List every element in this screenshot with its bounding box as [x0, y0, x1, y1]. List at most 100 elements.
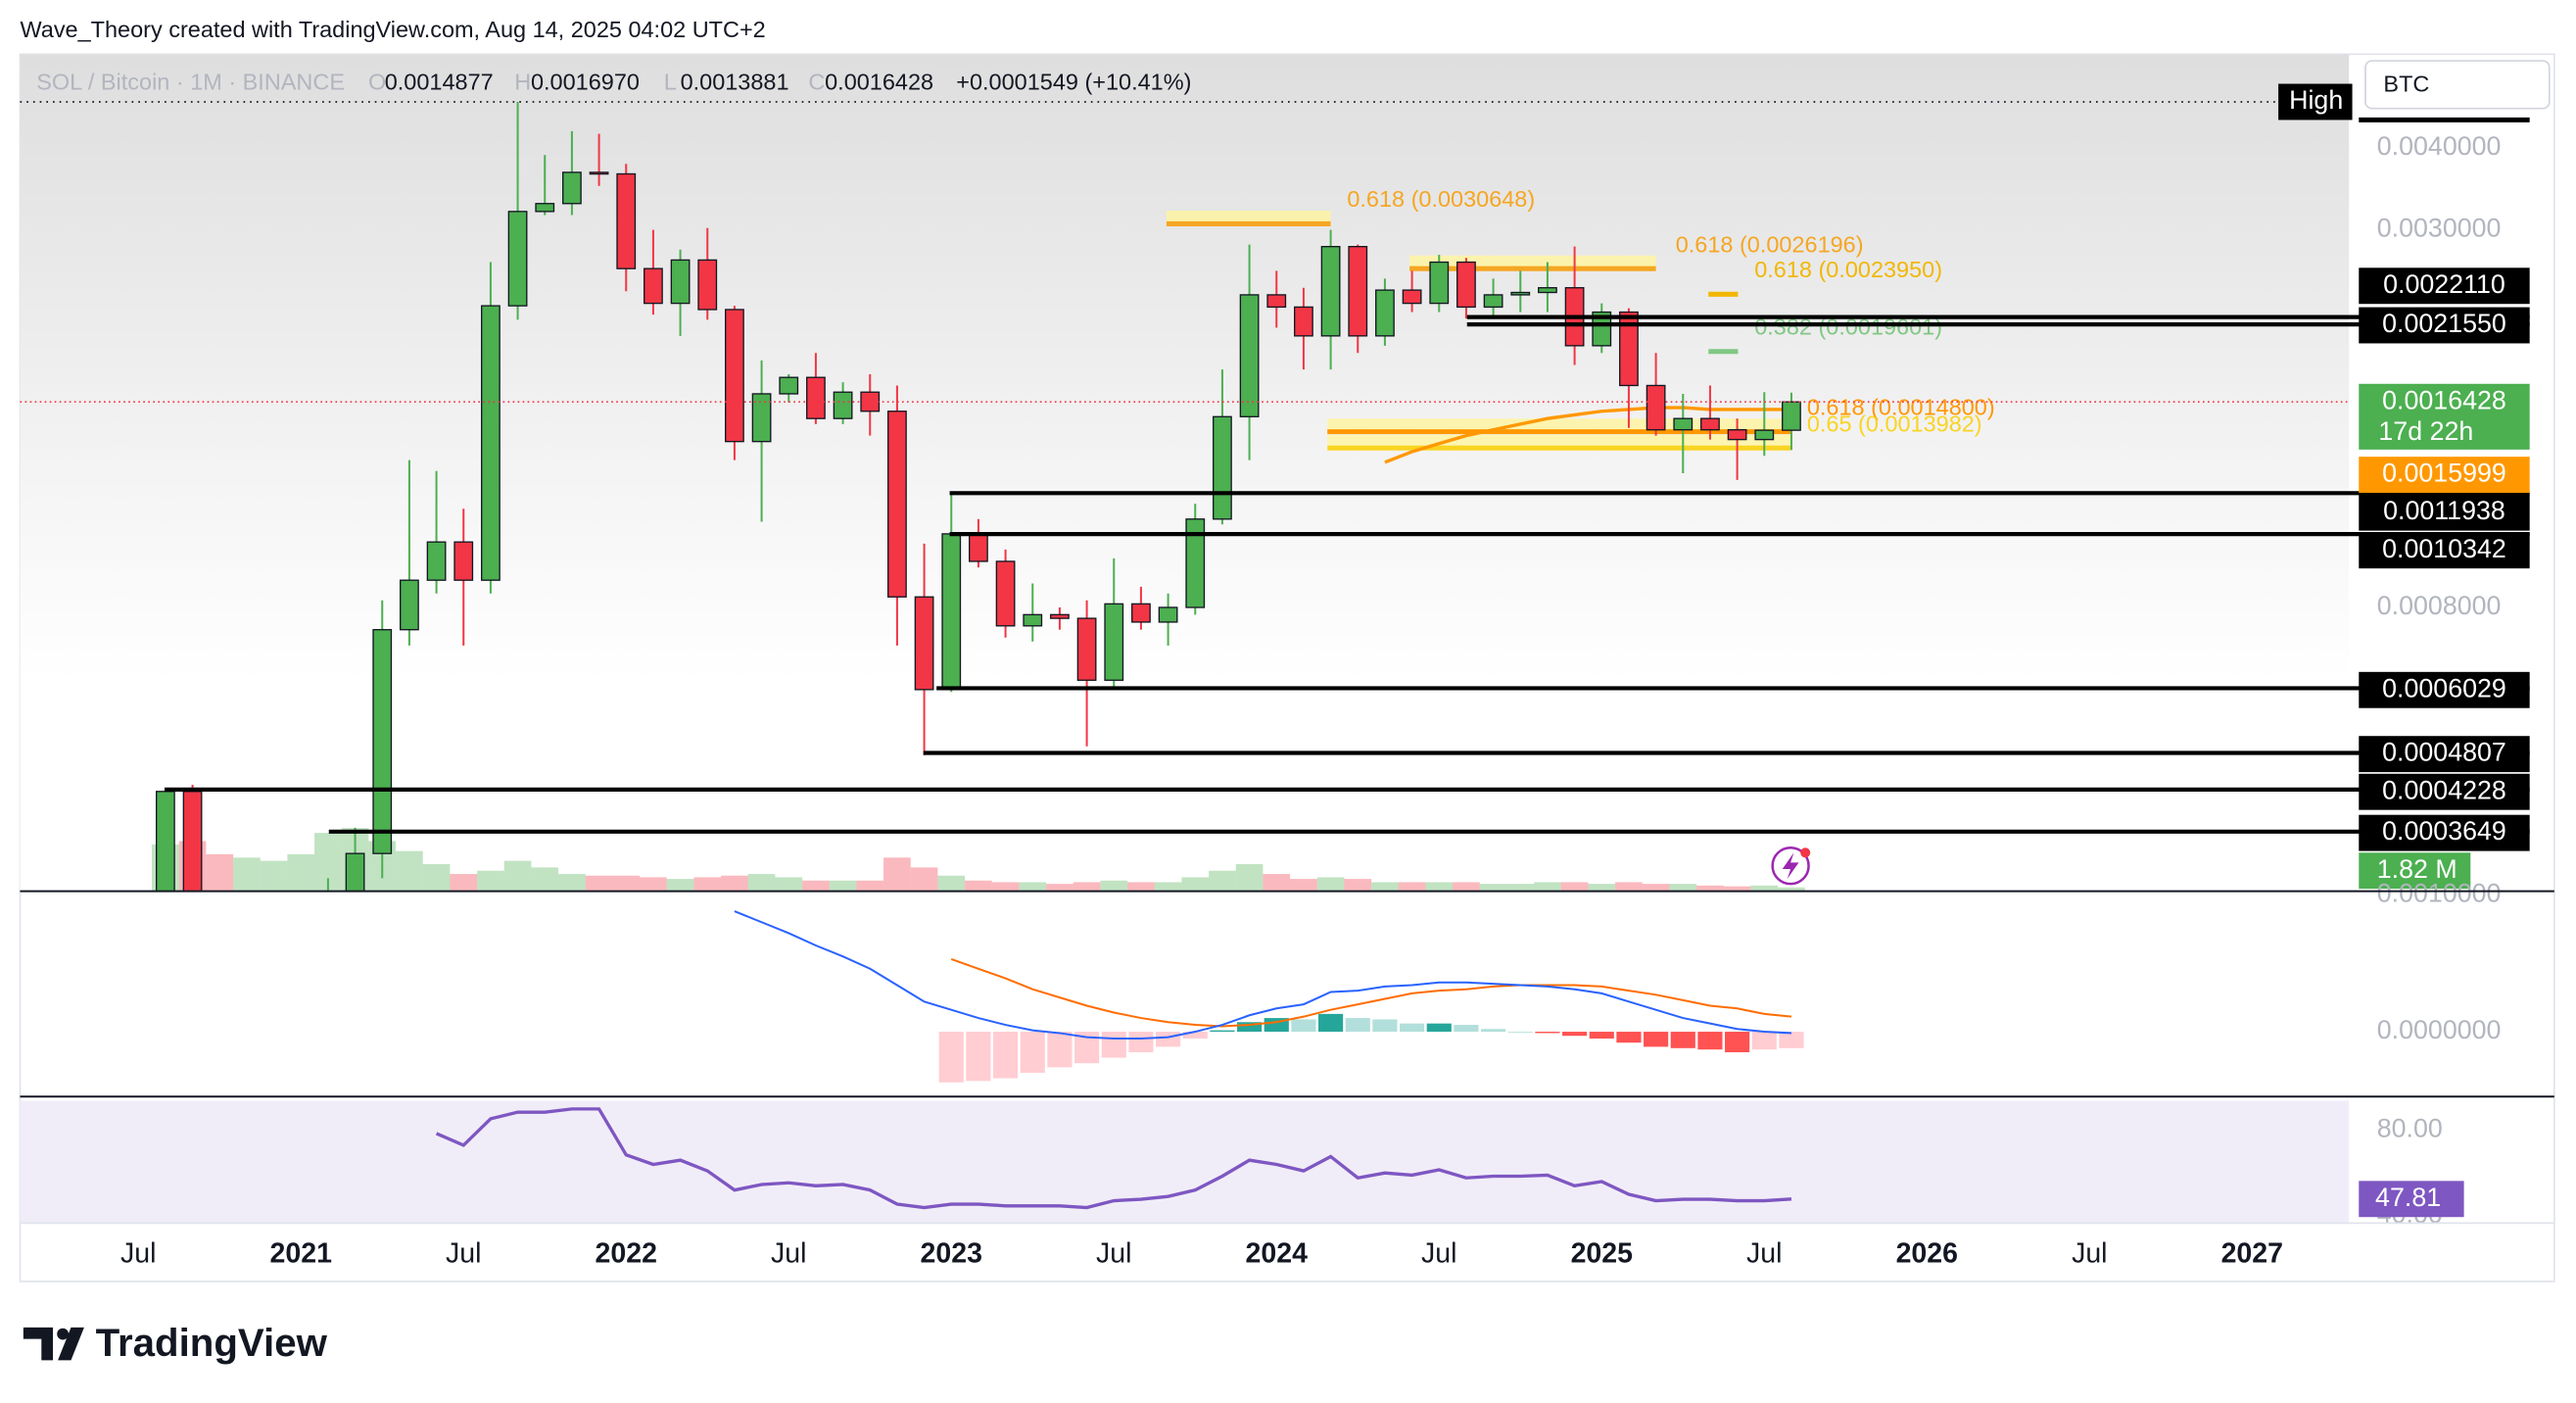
- candle-body: [1131, 603, 1151, 623]
- macd-histogram-bar: [1128, 1032, 1154, 1052]
- legend-key: H: [514, 70, 531, 95]
- logo-mark: [57, 1328, 69, 1340]
- candle-body: [806, 376, 826, 419]
- brand-logo: [23, 1327, 84, 1361]
- volume-bar: [1073, 882, 1101, 891]
- candle-body: [345, 852, 365, 891]
- candle-body: [644, 267, 663, 305]
- legend-key: C: [808, 70, 825, 95]
- macd-histogram-bar: [1779, 1032, 1804, 1048]
- volume-bar: [856, 880, 884, 891]
- candle-body: [507, 211, 528, 307]
- volume-bar: [450, 874, 478, 891]
- fib-label: 0.618 (0.0023950): [1754, 257, 1942, 282]
- y-tick-label: 0.0008000: [2377, 591, 2502, 620]
- volume-bar: [260, 860, 288, 891]
- volume-bar: [1019, 882, 1047, 891]
- volume-bar: [1534, 882, 1561, 891]
- candle-body: [1185, 518, 1206, 608]
- macd-histogram-bar: [1047, 1032, 1073, 1068]
- candle-body: [1348, 246, 1368, 337]
- symbol-search[interactable]: [2364, 60, 2551, 110]
- macd-histogram-bar: [1318, 1013, 1344, 1033]
- macd-histogram-bar: [938, 1032, 964, 1083]
- candle-body: [453, 541, 474, 581]
- candle-body: [1456, 261, 1476, 309]
- volume-bar: [1506, 884, 1535, 891]
- x-tick-label: 2023: [921, 1238, 982, 1270]
- candle-body: [1239, 294, 1260, 417]
- candle-body: [725, 309, 744, 443]
- x-tick-label: 2025: [1571, 1238, 1634, 1270]
- volume-bar: [693, 877, 722, 891]
- level-label: 0.0003649: [2382, 816, 2506, 846]
- legend-value: 0.0014877: [385, 70, 494, 95]
- header-title: Wave_Theory created with TradingView.com…: [20, 17, 765, 42]
- rsi-band: [20, 1100, 2350, 1223]
- fib-label: 0.65 (0.0013982): [1807, 411, 1982, 436]
- volume-bar: [747, 874, 776, 891]
- candle-body: [589, 171, 609, 175]
- plot-layer: 0.0040000 0.0030000 0.0008000 Jul 2021 Jul 202…: [20, 83, 2530, 1270]
- volume-bar: [1154, 882, 1182, 891]
- fib-band: [1166, 211, 1331, 224]
- legend-value: 0.0013881: [681, 70, 789, 95]
- macd-histogram-bar: [1210, 1030, 1235, 1033]
- macd-histogram-bar: [1616, 1032, 1642, 1043]
- candle-body: [751, 393, 772, 443]
- x-tick-label: 2026: [1896, 1238, 1958, 1270]
- volume-bar: [721, 875, 748, 891]
- symbol-search-text[interactable]: BTC: [2383, 71, 2429, 96]
- volume-bar: [1209, 870, 1236, 891]
- fib-label: 0.618 (0.0030648): [1347, 186, 1535, 212]
- macd-histogram-bar: [1291, 1019, 1316, 1033]
- volume-bar: [829, 880, 857, 891]
- volume-bar: [937, 875, 966, 891]
- moving-average: [1384, 406, 1791, 464]
- x-tick-label: Jul: [1421, 1238, 1456, 1270]
- volume-bar: [666, 879, 694, 891]
- x-tick-label: Jul: [771, 1238, 806, 1270]
- volume-bar: [1263, 874, 1291, 891]
- volume-bar: [531, 867, 559, 891]
- volume-bar: [1127, 882, 1155, 891]
- volume-badge-label: 1.82 M: [2377, 854, 2457, 884]
- volume-bar: [1723, 886, 1751, 891]
- macd-histogram-bar: [1751, 1032, 1777, 1050]
- candle-body: [1483, 294, 1503, 309]
- event-dot: [1800, 847, 1811, 858]
- legend-key: O: [368, 70, 386, 95]
- candle-body: [535, 203, 555, 213]
- x-tick-label: Jul: [1746, 1238, 1782, 1270]
- x-tick-label: 2027: [2221, 1238, 2283, 1270]
- macd-histogram-bar: [1400, 1023, 1425, 1033]
- level-badge: [2359, 307, 2530, 344]
- main-clip: [152, 101, 1805, 891]
- level-badge: [2359, 736, 2530, 773]
- macd-histogram-bar: [1644, 1032, 1669, 1047]
- level-badge: [2359, 532, 2530, 569]
- legend-symbol: SOL / Bitcoin · 1M · BINANCE: [36, 70, 345, 95]
- candle-body: [697, 259, 718, 311]
- level-badge: [2359, 773, 2530, 810]
- level-badge: [2359, 267, 2530, 305]
- candle-body: [1050, 613, 1070, 619]
- event-bolt: [1782, 852, 1799, 880]
- lightning-icon[interactable]: [1771, 846, 1811, 886]
- volume-bar: [1046, 884, 1073, 891]
- candle-body: [969, 533, 988, 562]
- level-label: 0.0004228: [2382, 775, 2506, 804]
- level-label: 0.0011938: [2383, 496, 2505, 525]
- candle-body: [1700, 417, 1720, 431]
- candle-body: [400, 579, 419, 631]
- volume-bar: [612, 875, 641, 891]
- volume-bar: [1778, 887, 1805, 891]
- candle-body: [562, 171, 582, 205]
- volume-bar: [585, 875, 613, 891]
- volume-bar: [477, 870, 504, 891]
- volume-bar: [965, 880, 992, 891]
- x-tick-label: 2024: [1246, 1238, 1309, 1270]
- volume-bar: [1100, 880, 1128, 891]
- candle-body: [1266, 294, 1287, 309]
- volume-bar: [1235, 864, 1264, 891]
